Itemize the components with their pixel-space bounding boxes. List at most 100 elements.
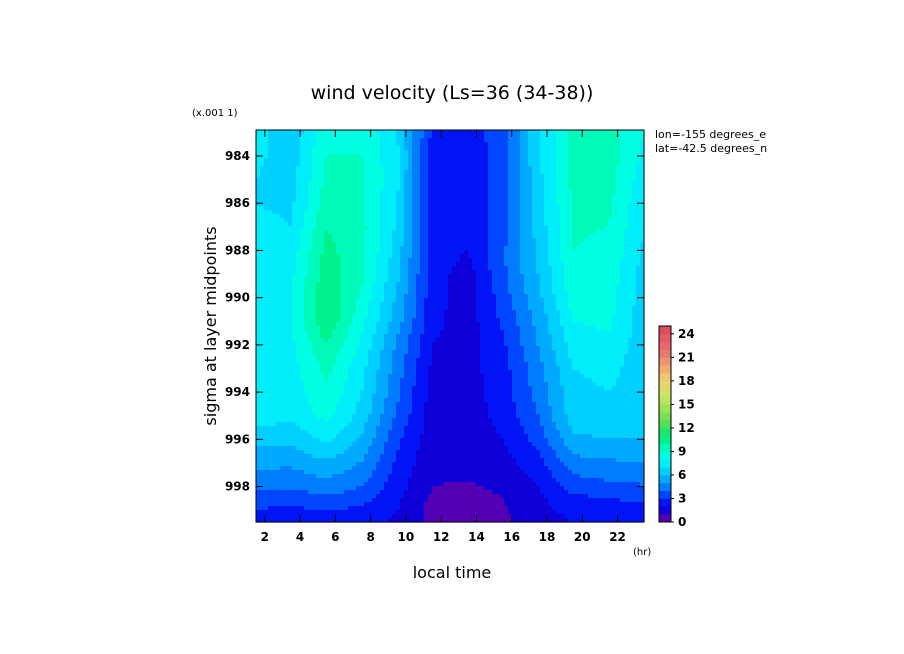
contour-cell xyxy=(500,290,505,295)
contour-cell xyxy=(260,142,265,147)
contour-cell xyxy=(624,246,629,251)
contour-cell xyxy=(300,322,305,327)
contour-cell xyxy=(484,298,489,303)
contour-cell xyxy=(380,134,385,139)
contour-cell xyxy=(300,282,305,287)
contour-cell xyxy=(380,242,385,247)
contour-cell xyxy=(592,286,597,291)
contour-cell xyxy=(556,302,561,307)
contour-cell xyxy=(404,182,409,187)
contour-cell xyxy=(556,298,561,303)
contour-cell xyxy=(280,230,285,235)
contour-cell xyxy=(304,214,309,219)
contour-cell xyxy=(576,146,581,151)
contour-cell xyxy=(616,202,621,207)
contour-cell xyxy=(532,138,537,143)
contour-cell xyxy=(348,294,353,299)
contour-cell xyxy=(304,218,309,223)
contour-cell xyxy=(372,142,377,147)
contour-cell xyxy=(408,250,413,255)
contour-cell xyxy=(288,210,293,215)
contour-cell xyxy=(432,186,437,191)
contour-cell xyxy=(344,322,349,327)
contour-cell xyxy=(428,298,433,303)
contour-cell xyxy=(496,210,501,215)
contour-cell xyxy=(600,158,605,163)
contour-cell xyxy=(356,250,361,255)
contour-cell xyxy=(580,266,585,271)
contour-cell xyxy=(384,254,389,259)
contour-cell xyxy=(340,194,345,199)
contour-cell xyxy=(552,290,557,295)
contour-cell xyxy=(348,318,353,323)
contour-cell xyxy=(596,202,601,207)
contour-cell xyxy=(340,130,345,135)
contour-cell xyxy=(484,222,489,227)
contour-cell xyxy=(488,294,493,299)
contour-cell xyxy=(496,134,501,139)
contour-cell xyxy=(496,214,501,219)
contour-cell xyxy=(392,146,397,151)
contour-cell xyxy=(432,162,437,167)
contour-cell xyxy=(304,306,309,311)
contour-cell xyxy=(336,154,341,159)
contour-cell xyxy=(416,206,421,211)
contour-cell xyxy=(592,134,597,139)
contour-cell xyxy=(344,290,349,295)
contour-cell xyxy=(572,286,577,291)
contour-cell xyxy=(608,178,613,183)
contour-cell xyxy=(448,266,453,271)
contour-cell xyxy=(440,278,445,283)
contour-cell xyxy=(504,134,509,139)
contour-cell xyxy=(260,310,265,315)
contour-cell xyxy=(452,278,457,283)
contour-cell xyxy=(608,250,613,255)
contour-cell xyxy=(272,322,277,327)
contour-cell xyxy=(520,162,525,167)
contour-cell xyxy=(560,294,565,299)
contour-cell xyxy=(480,302,485,307)
contour-cell xyxy=(632,250,637,255)
contour-cell xyxy=(524,134,529,139)
contour-cell xyxy=(516,182,521,187)
contour-cell xyxy=(560,246,565,251)
contour-cell xyxy=(504,246,509,251)
contour-cell xyxy=(356,298,361,303)
contour-cell xyxy=(260,210,265,215)
contour-cell xyxy=(376,182,381,187)
contour-cell xyxy=(608,158,613,163)
contour-cell xyxy=(288,262,293,267)
contour-cell xyxy=(616,230,621,235)
contour-cell xyxy=(276,314,281,319)
contour-cell xyxy=(548,190,553,195)
contour-cell xyxy=(288,278,293,283)
contour-cell xyxy=(348,302,353,307)
contour-cell xyxy=(636,314,641,319)
contour-cell xyxy=(564,298,569,303)
contour-cell xyxy=(600,290,605,295)
contour-cell xyxy=(280,238,285,243)
contour-cell xyxy=(592,150,597,155)
contour-cell xyxy=(516,254,521,259)
contour-cell xyxy=(524,274,529,279)
contour-cell xyxy=(508,174,513,179)
contour-cell xyxy=(372,286,377,291)
contour-cell xyxy=(364,306,369,311)
contour-cell xyxy=(436,242,441,247)
contour-cell xyxy=(312,302,317,307)
contour-cell xyxy=(352,254,357,259)
contour-cell xyxy=(436,170,441,175)
contour-cell xyxy=(552,242,557,247)
contour-cell xyxy=(280,258,285,263)
contour-cell xyxy=(468,298,473,303)
contour-cell xyxy=(400,254,405,259)
contour-cell xyxy=(432,290,437,295)
contour-cell xyxy=(452,258,457,263)
contour-cell xyxy=(556,150,561,155)
contour-cell xyxy=(312,134,317,139)
contour-cell xyxy=(568,246,573,251)
contour-cell xyxy=(316,214,321,219)
contour-cell xyxy=(392,266,397,271)
contour-cell xyxy=(324,274,329,279)
contour-cell xyxy=(304,290,309,295)
